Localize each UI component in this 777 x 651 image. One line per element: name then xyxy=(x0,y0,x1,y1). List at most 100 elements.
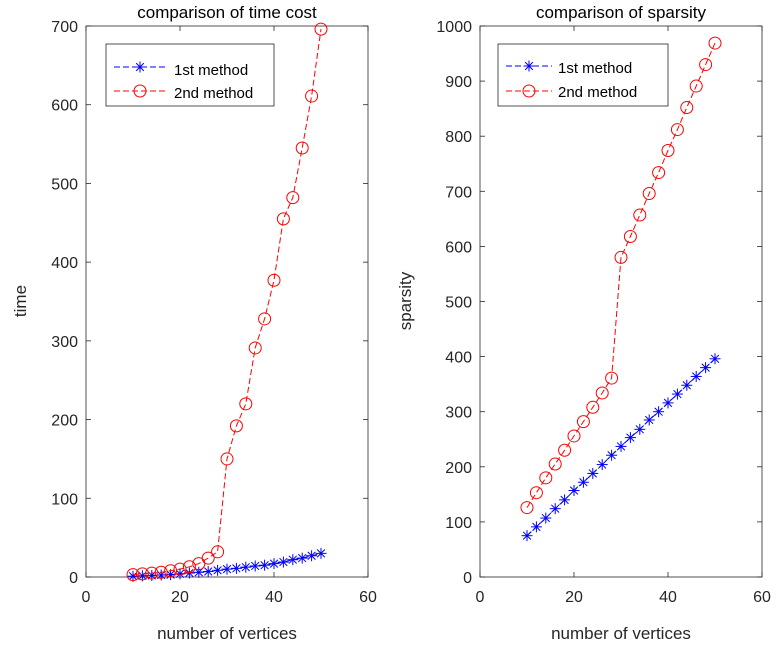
legend-box-sparsity xyxy=(497,43,669,107)
data-point-star xyxy=(653,406,665,418)
data-point-circle xyxy=(548,457,562,471)
data-point-star xyxy=(521,530,533,542)
data-point-circle xyxy=(520,501,534,515)
y-tick-label: 300 xyxy=(51,334,78,351)
x-tick-label: 20 xyxy=(565,589,583,606)
data-point-circle xyxy=(145,566,159,580)
data-point-circle xyxy=(605,371,619,385)
x-tick-label: 40 xyxy=(265,589,283,606)
data-point-circle xyxy=(567,429,581,443)
legend-entries-sparsity xyxy=(506,60,552,98)
x-tick-label: 60 xyxy=(359,589,377,606)
data-point-circle xyxy=(529,486,543,500)
data-point-circle xyxy=(586,400,600,414)
y-tick-label: 800 xyxy=(445,129,472,146)
y-tick-label: 700 xyxy=(51,19,78,36)
data-point-circle xyxy=(642,187,656,201)
data-point-circle xyxy=(286,191,300,205)
y-tick-label: 100 xyxy=(445,515,472,532)
series-group-sparsity xyxy=(520,36,722,542)
x-tick-label: 20 xyxy=(171,589,189,606)
x-axis-label-sparsity: number of vertices xyxy=(551,624,691,643)
data-point-circle xyxy=(276,212,290,226)
y-tick-label: 600 xyxy=(51,98,78,115)
legend-star-marker xyxy=(134,61,146,73)
data-point-circle xyxy=(182,560,196,574)
x-axis-label-time: number of vertices xyxy=(157,624,297,643)
data-point-star xyxy=(268,558,280,570)
x-tick-label: 0 xyxy=(476,589,485,606)
y-tick-label: 200 xyxy=(445,460,472,477)
data-point-circle xyxy=(652,166,666,180)
x-tick-label: 60 xyxy=(753,589,771,606)
data-point-star xyxy=(221,563,233,575)
data-point-star xyxy=(671,388,683,400)
chart-time-cost: comparison of time cost number of vertic… xyxy=(11,3,377,643)
data-point-circle xyxy=(173,562,187,576)
x-tick-label: 0 xyxy=(82,589,91,606)
data-point-circle xyxy=(558,443,572,457)
legend-sparsity: 1st method 2nd method xyxy=(497,43,669,107)
data-point-circle xyxy=(305,89,319,103)
data-point-circle xyxy=(623,229,637,243)
data-point-circle xyxy=(248,341,262,355)
y-tick-label: 200 xyxy=(51,413,78,430)
data-point-circle xyxy=(211,545,225,559)
legend-label-time-1st: 1st method xyxy=(174,62,248,79)
data-point-circle xyxy=(295,141,309,155)
data-point-star xyxy=(296,552,308,564)
legend-entries-time xyxy=(114,61,166,98)
chart-title-sparsity: comparison of sparsity xyxy=(536,3,707,22)
data-point-circle xyxy=(314,22,328,36)
y-axis-label-time: time xyxy=(11,285,30,317)
legend-label-time-2nd: 2nd method xyxy=(174,85,253,102)
y-tick-label: 500 xyxy=(445,295,472,312)
data-point-star xyxy=(700,362,712,374)
data-point-star xyxy=(193,566,205,578)
y-tick-label: 400 xyxy=(445,350,472,367)
legend-label-sparsity-2nd: 2nd method xyxy=(558,84,637,101)
chart-sparsity: comparison of sparsity number of vertice… xyxy=(396,3,771,643)
data-point-star xyxy=(624,432,636,444)
data-point-star xyxy=(606,449,618,461)
data-point-circle xyxy=(135,567,149,581)
data-point-star xyxy=(259,559,271,571)
x-tick-label: 40 xyxy=(659,589,677,606)
data-point-circle xyxy=(201,551,215,565)
data-point-star xyxy=(690,370,702,382)
series-group-time xyxy=(126,22,328,582)
chart-title-time: comparison of time cost xyxy=(137,3,317,22)
data-point-circle xyxy=(680,101,694,115)
data-point-circle xyxy=(595,386,609,400)
y-axis-label-sparsity: sparsity xyxy=(396,271,415,330)
data-point-star xyxy=(240,561,252,573)
data-point-star xyxy=(577,476,589,488)
data-point-circle xyxy=(539,471,553,485)
data-point-circle xyxy=(164,564,178,578)
data-point-circle xyxy=(699,58,713,72)
data-point-star xyxy=(568,484,580,496)
y-tick-label: 100 xyxy=(51,491,78,508)
data-point-circle xyxy=(670,123,684,137)
legend-circle-marker xyxy=(133,84,147,98)
data-point-star xyxy=(230,562,242,574)
y-tick-label: 900 xyxy=(445,74,472,91)
data-point-star xyxy=(643,414,655,426)
legend-star-marker xyxy=(523,60,535,72)
data-point-circle xyxy=(267,273,281,287)
data-point-star xyxy=(540,512,552,524)
data-point-circle xyxy=(689,79,703,93)
data-point-star xyxy=(709,353,721,365)
data-point-circle xyxy=(229,419,243,433)
data-point-star xyxy=(249,560,261,572)
legend-time: 1st method 2nd method xyxy=(105,43,275,107)
data-point-star xyxy=(662,397,674,409)
data-point-star xyxy=(596,459,608,471)
data-point-circle xyxy=(258,312,272,326)
y-tick-label: 300 xyxy=(445,405,472,422)
data-point-circle xyxy=(239,397,253,411)
data-point-star xyxy=(212,564,224,576)
legend-label-sparsity-1st: 1st method xyxy=(558,60,632,77)
